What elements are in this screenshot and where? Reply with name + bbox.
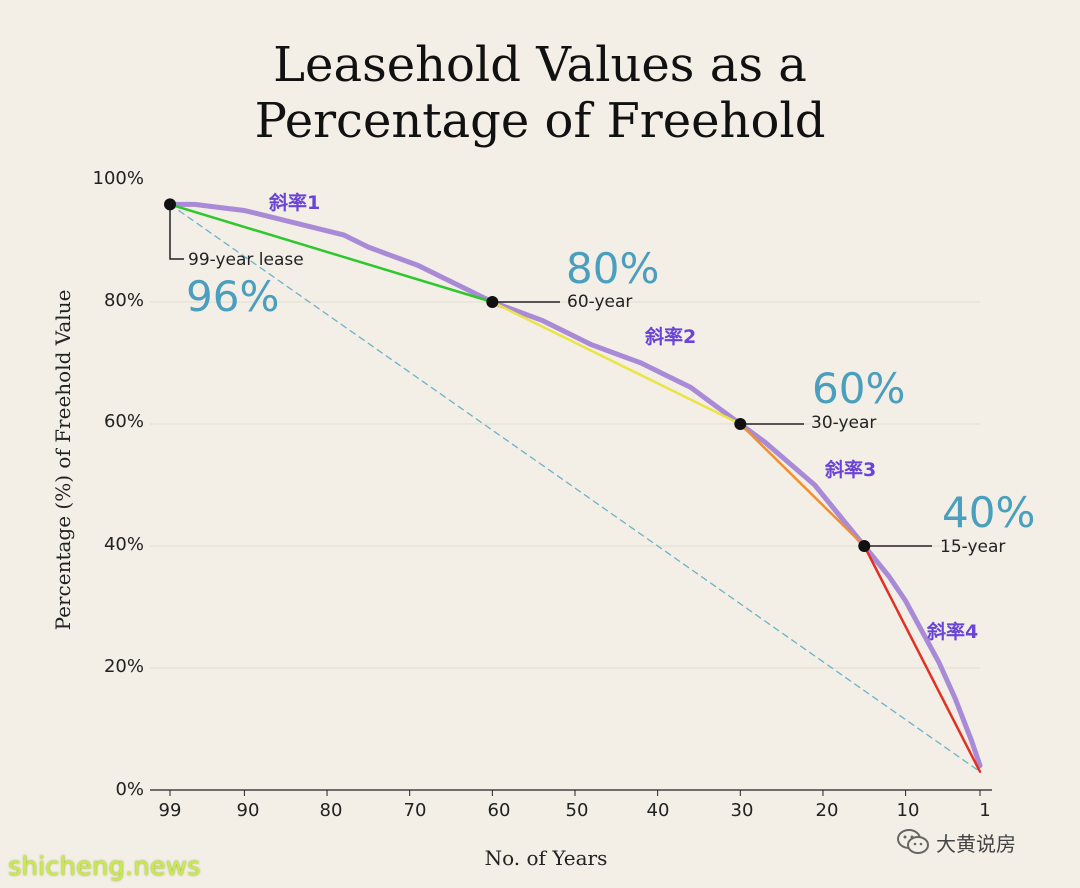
series-line-linear-dashed [169, 203, 981, 773]
wechat-account-name: 大黄说房 [936, 831, 1016, 856]
x-tick-99: 99 [158, 800, 182, 821]
slope-label-2: 斜率2 [645, 326, 697, 348]
series-line-curve [167, 201, 983, 769]
big-label-40: 40% [942, 488, 1036, 537]
series-line-slope-1 [168, 203, 494, 304]
slope-label-1: 斜率1 [269, 192, 321, 214]
wechat-icon [896, 827, 930, 857]
x-tick-10: 10 [896, 800, 920, 821]
x-tick-1: 1 [979, 800, 991, 821]
y-tick-80: 80% [103, 290, 144, 311]
y-tick-100: 100% [92, 168, 144, 189]
x-tick-70: 70 [403, 800, 427, 821]
x-tick-30: 30 [730, 800, 754, 821]
big-label-80: 80% [566, 244, 660, 293]
x-tick-60: 60 [487, 800, 511, 821]
point-marker-99-year [164, 198, 176, 211]
point-label-60-year: 60-year [567, 292, 633, 312]
chart-title-line-1: Leasehold Values as a [273, 37, 807, 93]
point-marker-60-year [486, 296, 499, 308]
series-line-slope-3 [739, 422, 866, 548]
y-tick-60: 60% [103, 411, 144, 432]
x-tick-20: 20 [815, 800, 839, 821]
big-label-60: 60% [812, 364, 906, 413]
y-axis-label: Percentage (%) of Freehold Value [51, 289, 75, 631]
x-tick-80: 80 [319, 800, 343, 821]
x-tick-50: 50 [565, 800, 589, 821]
point-marker-30-year [734, 418, 747, 430]
slope-label-4: 斜率4 [927, 621, 979, 643]
y-tick-0: 0% [115, 779, 144, 800]
y-tick-40: 40% [103, 534, 144, 555]
big-label-96: 96% [186, 272, 280, 321]
leader-line-99-year [169, 204, 184, 260]
y-tick-20: 20% [103, 656, 144, 677]
point-label-15-year: 15-year [940, 537, 1006, 557]
series-line-slope-4 [863, 544, 982, 773]
point-label-99-year: 99-year lease [188, 250, 304, 270]
chart-title-line-2: Percentage of Freehold [254, 93, 826, 149]
watermark-text: shicheng.news [8, 852, 201, 882]
slope-label-3: 斜率3 [825, 459, 877, 481]
point-label-30-year: 30-year [811, 413, 877, 433]
x-tick-90: 90 [236, 800, 260, 821]
x-tick-40: 40 [646, 800, 670, 821]
series-line-slope-2 [491, 300, 742, 426]
point-marker-15-year [858, 540, 871, 552]
x-axis-label: No. of Years [484, 846, 608, 870]
wechat-badge: 大黄说房 [896, 824, 1016, 860]
